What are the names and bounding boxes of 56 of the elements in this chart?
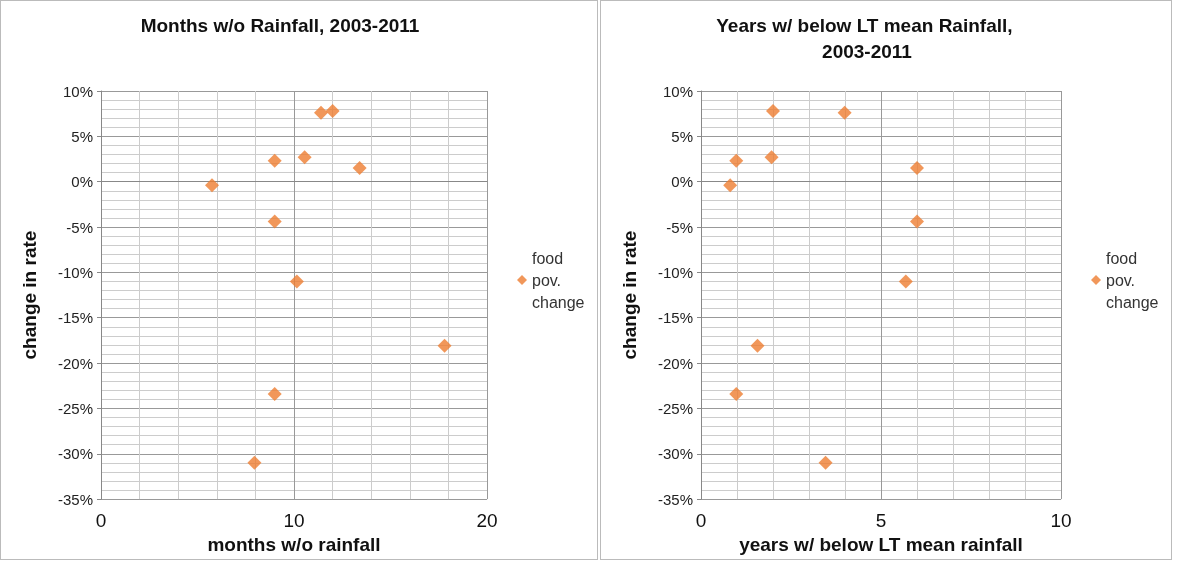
y-tick-label: -25% — [57, 399, 93, 417]
point — [325, 103, 340, 118]
point — [723, 178, 738, 193]
x-tick-label: 10 — [283, 510, 305, 532]
chart-title: Months w/o Rainfall, 2003-2011 — [140, 14, 420, 36]
point — [267, 153, 282, 168]
y-tick-label: -30% — [657, 445, 693, 463]
x-axis-title: months w/o rainfall — [207, 534, 381, 555]
y-tick-label: 5% — [71, 127, 93, 145]
y-tick-label: 0% — [671, 173, 693, 191]
point — [352, 161, 367, 176]
point — [837, 105, 852, 120]
point — [910, 161, 924, 176]
y-axis-title: change in rate — [19, 230, 40, 360]
point — [289, 274, 304, 289]
x-tick-label: 5 — [875, 510, 887, 532]
point — [729, 153, 744, 168]
legend-label: food pov. change — [532, 249, 585, 311]
y-tick-label: -10% — [57, 263, 93, 281]
y-tick-label: -25% — [657, 399, 693, 417]
y-tick-label: 10% — [662, 82, 693, 100]
point — [766, 103, 780, 118]
point — [910, 214, 924, 229]
y-tick-label: 0% — [71, 173, 93, 191]
point — [297, 150, 312, 165]
y-tick-label: -20% — [57, 354, 93, 372]
point — [267, 386, 282, 401]
y-tick-label: 5% — [671, 127, 693, 145]
x-tick-label: 20 — [476, 510, 498, 532]
y-tick-label: -35% — [57, 490, 93, 508]
y-tick-label: -15% — [657, 309, 693, 327]
y-tick-label: -5% — [66, 218, 93, 236]
x-axis-title: years w/ below LT mean rainfall — [739, 534, 1023, 555]
y-tick-label: -5% — [666, 218, 693, 236]
y-axis-title: change in rate — [619, 230, 640, 360]
chart-title: Years w/ below LT mean Rainfall, 2003-2011 — [716, 14, 1018, 62]
x-tick-label: 0 — [95, 510, 107, 532]
x-tick-label: 0 — [695, 510, 707, 532]
y-tick-label: 10% — [62, 82, 93, 100]
point — [314, 105, 329, 120]
point — [764, 150, 779, 165]
point — [898, 274, 913, 289]
y-tick-label: -35% — [657, 490, 693, 508]
y-tick-label: -15% — [57, 309, 93, 327]
y-tick-label: -30% — [57, 445, 93, 463]
point — [247, 455, 262, 470]
point — [729, 386, 744, 401]
point — [267, 214, 282, 229]
point — [437, 338, 452, 353]
point — [750, 338, 765, 353]
point — [818, 455, 833, 470]
point — [204, 178, 219, 193]
x-tick-label: 10 — [1050, 510, 1072, 532]
y-tick-label: -10% — [657, 263, 693, 281]
legend-label: food pov. change — [1106, 249, 1159, 311]
y-tick-label: -20% — [657, 354, 693, 372]
